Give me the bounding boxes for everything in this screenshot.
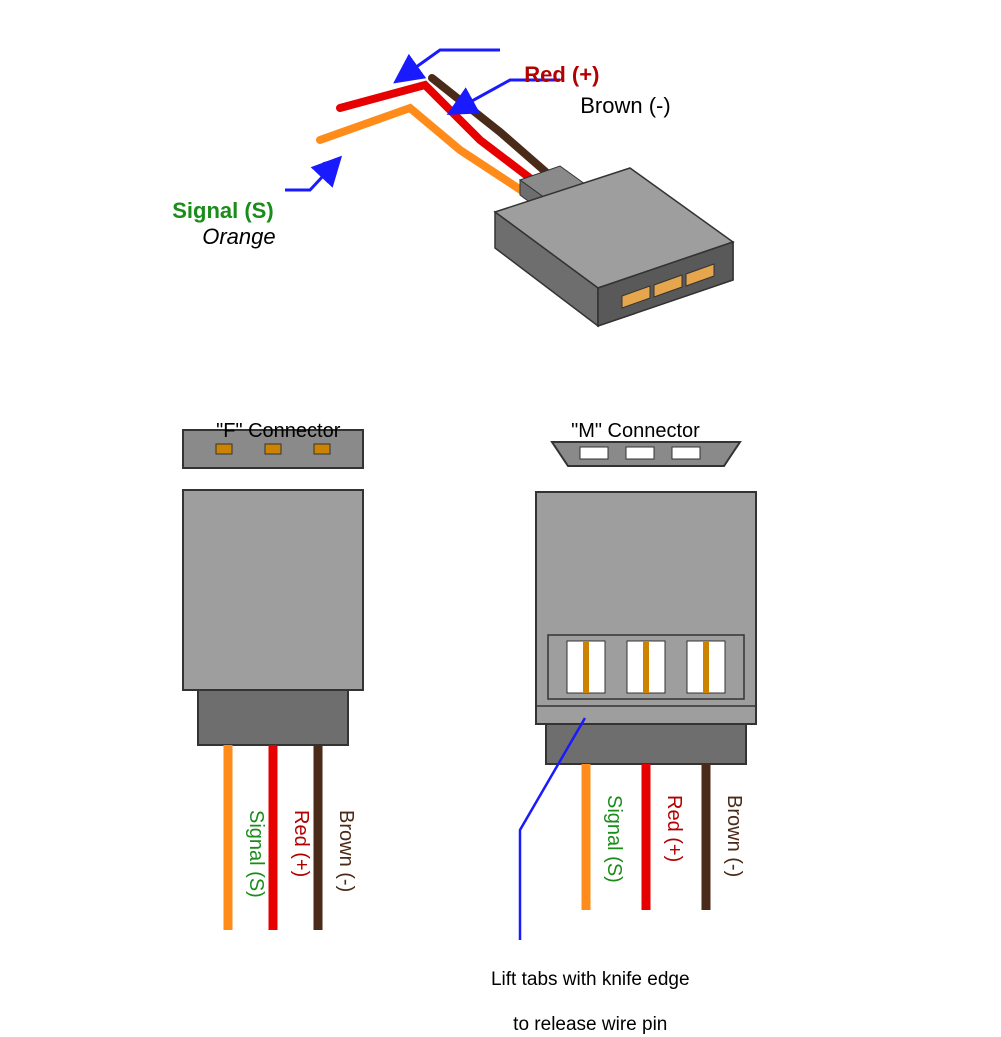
f-wire-label-brown: Brown (-) — [334, 810, 357, 892]
m-wire-label-red: Red (+) — [662, 795, 685, 862]
release-pin-note: Lift tabs with knife edge to release wir… — [455, 946, 715, 1037]
label-orange-sub: Orange — [190, 198, 276, 250]
label-brown: Brown (-) — [568, 67, 671, 119]
m-connector-title: "M" Connector — [560, 397, 700, 443]
f-wire-label-red: Red (+) — [289, 810, 312, 877]
m-wire-label-signal: Signal (S) — [602, 795, 625, 883]
f-wire-label-signal: Signal (S) — [244, 810, 267, 898]
m-wire-label-brown: Brown (-) — [722, 795, 745, 877]
f-connector-title: "F" Connector — [205, 397, 340, 443]
